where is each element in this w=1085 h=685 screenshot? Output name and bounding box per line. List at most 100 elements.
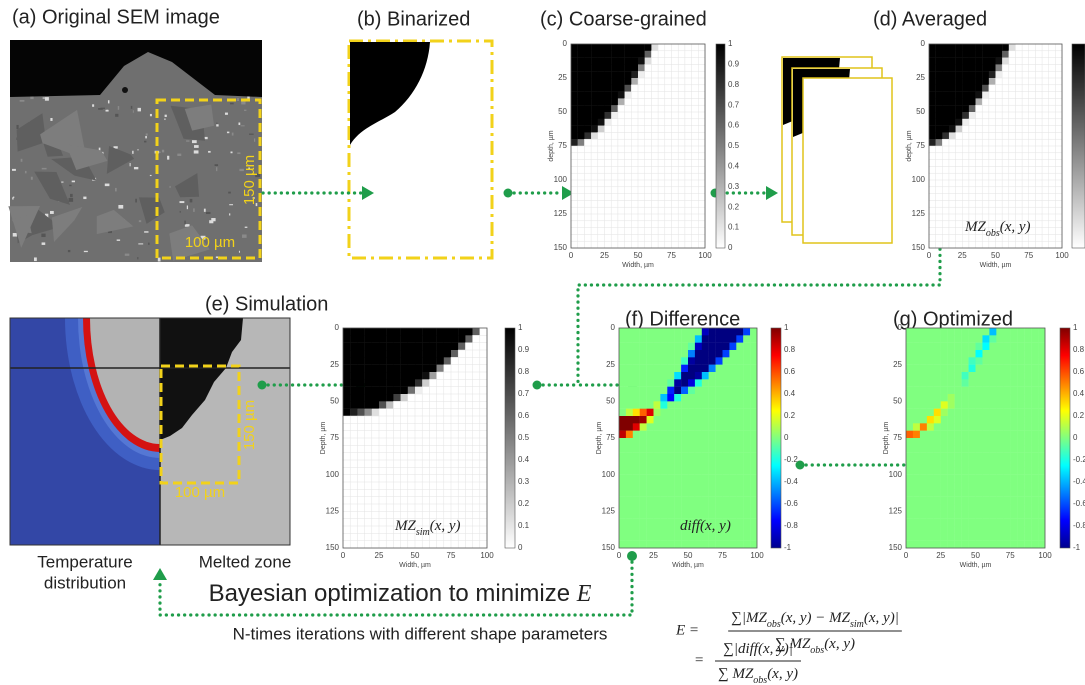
heatmap-cell [936,228,943,235]
heatmap-cell [723,328,730,336]
heatmap-cell [723,372,730,380]
heatmap-cell [969,416,976,424]
heatmap-cell [688,357,695,365]
heatmap-cell [948,541,955,549]
heatmap-cell [651,139,658,146]
heatmap-cell [942,71,949,78]
heatmap-cell [415,475,422,483]
heatmap-cell [956,119,963,126]
heatmap-cell [480,394,487,402]
heatmap-cell [750,394,757,402]
heatmap-cell [350,328,357,336]
heatmap-cell [948,453,955,461]
sem-grain [144,141,146,143]
heatmap-cell [619,343,626,351]
equation: E =∑|MZobs​(x, y) − MZsim​(x, y)|∑ MZobs… [675,610,902,685]
heatmap-cell [611,207,618,214]
heatmap-cell [996,85,1003,92]
sem-grain [204,209,206,212]
heatmap-cell [695,533,702,541]
heatmap-cell [982,187,989,194]
math-text: diff(x, y) [680,518,731,534]
equation-equals: = [694,652,704,668]
heatmap-cell [619,533,626,541]
heatmap-cell [1002,51,1009,58]
heatmap-cell [647,497,654,505]
heatmap-cell [1002,58,1009,65]
heatmap-cell [667,423,674,431]
heatmap-cell [929,180,936,187]
heatmap-cell [647,401,654,409]
heatmap-cell [393,394,400,402]
heatmap-cell [1049,119,1056,126]
heatmap-cell [698,228,705,235]
heatmap-cell [982,126,989,133]
heatmap-cell [1015,200,1022,207]
heatmap-cell [736,387,743,395]
heatmap-cell [1042,105,1049,112]
heatmap-cell [1009,180,1016,187]
heatmap-cell [631,214,638,221]
heatmap-cell [942,221,949,228]
heatmap-cell [458,438,465,446]
heatmap-cell [429,379,436,387]
heatmap-cell [401,372,408,380]
heatmap-cell [658,160,665,167]
heatmap-cell [365,504,372,512]
heatmap-cell [948,533,955,541]
heatmap-cell [989,365,996,373]
heatmap-cell [584,51,591,58]
y-tick-label: 75 [606,433,615,442]
heatmap-cell [976,64,983,71]
heatmap-cell [651,98,658,105]
heatmap-cell [422,541,429,549]
heatmap-cell [480,438,487,446]
colorbar-tick-label: -0.4 [784,477,798,486]
heatmap-cell [929,71,936,78]
heatmap-cell [1029,146,1036,153]
heatmap-cell [1024,475,1031,483]
heatmap-cell [647,416,654,424]
y-tick-label: 100 [554,175,568,184]
heatmap-cell [969,445,976,453]
heatmap-cell [386,504,393,512]
heatmap-cell [1003,372,1010,380]
heatmap-cell [743,423,750,431]
heatmap-cell [638,214,645,221]
heatmap-cell [934,467,941,475]
heatmap-cell [1031,372,1038,380]
heatmap-cell [645,160,652,167]
sem-grain [165,115,167,117]
heatmap-cell [1031,387,1038,395]
heatmap-cell [729,357,736,365]
heatmap-cell [976,58,983,65]
heatmap-cell [949,241,956,248]
loop-title-text: Bayesian optimization to minimize [209,580,571,607]
heatmap-cell [437,533,444,541]
heatmap-cell [681,379,688,387]
panel-label: (a) Original SEM image [12,6,220,28]
heatmap-cell [611,146,618,153]
heatmap-cell [451,533,458,541]
heatmap-cell [658,180,665,187]
heatmap-cell [716,372,723,380]
heatmap-cell [962,328,969,336]
x-tick-label: 0 [341,551,346,560]
heatmap-cell [660,453,667,461]
heatmap-cell [716,497,723,505]
heatmap-cell [989,58,996,65]
heatmap-cell [350,467,357,475]
heatmap-cell [625,119,632,126]
heatmap-cell [936,112,943,119]
figure: (a) Original SEM image 150 µm 100 µm (b)… [0,0,1085,685]
heatmap-cell [654,497,661,505]
heatmap-cell [365,416,372,424]
heatmap-cell [633,387,640,395]
heatmap-cell [437,328,444,336]
heatmap-cell [929,112,936,119]
heatmap-cell [962,105,969,112]
heatmap-cell [716,475,723,483]
heatmap-cell [645,180,652,187]
heatmap-cell [638,112,645,119]
heatmap-cell [1010,504,1017,512]
